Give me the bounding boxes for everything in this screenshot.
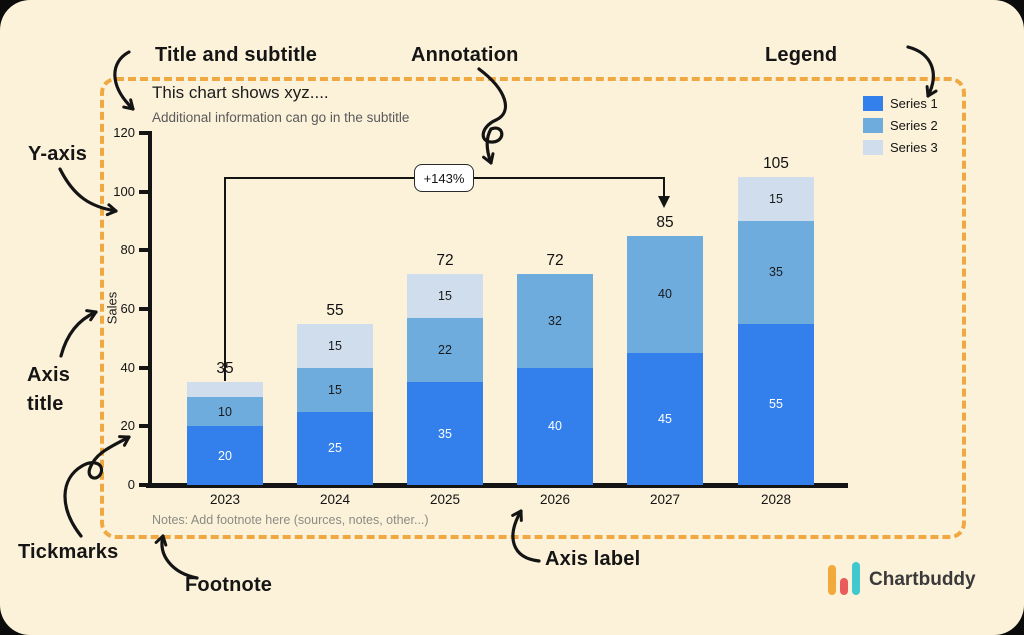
y-tick-label: 60 [120,301,135,316]
bar-total-label: 85 [656,213,674,231]
callout-y-axis: Y-axis [28,143,88,165]
annotation-box: +143% [414,164,474,192]
callout-axis-title-line1: Axis [27,364,71,386]
brand-logo-bar [852,562,860,595]
y-tick-label: 120 [113,125,135,140]
callout-tickmarks: Tickmarks [18,541,119,563]
callout-title-subtitle: Title and subtitle [155,44,318,66]
legend: Series 1 Series 2 Series 3 [863,96,938,162]
chart-subtitle: Additional information can go in the sub… [152,110,410,125]
bar-total-label: 35 [216,360,234,378]
chart-title: This chart shows xyz.... [152,83,329,102]
chart-footnote-text: Notes: Add footnote here (sources, notes… [152,513,429,527]
y-tick-label: 20 [120,418,135,434]
y-axis-line [148,131,152,487]
x-axis-category-label: 2028 [760,492,792,507]
y-tickmark [139,131,148,135]
legend-item: Series 1 [863,96,938,111]
bar-segment-value: 32 [548,313,562,328]
bar-segment: 20 [187,426,263,485]
brand-logo-bar [828,565,836,595]
callout-axis-title: Axis title [27,361,70,419]
bar-segment: 15 [297,323,373,368]
y-tickmark [139,483,148,487]
legend-swatch-icon [863,96,883,111]
bar-segment-value: 20 [218,448,232,463]
bar-segment-value: 15 [328,338,342,353]
bar-segment-value: 40 [548,419,562,434]
y-tickmark [139,365,148,370]
y-tick-label: 40 [120,359,135,375]
bar-segment-value: 35 [769,265,783,280]
bar-segment: 15 [297,367,373,412]
x-axis-category-label: 2024 [319,492,351,507]
bar-segment: 15 [738,177,814,221]
annotation-text: +143% [423,170,465,186]
y-tick-label: 80 [120,242,135,258]
y-tick-label: 0 [127,477,135,492]
bar-segment: 35 [407,382,483,485]
bar-segment-value: 45 [658,412,672,426]
callout-annotation: Annotation [411,44,519,66]
y-tick-label: 100 [113,183,135,199]
legend-label: Series 2 [890,118,938,133]
bar-segment-value: 10 [218,404,232,419]
x-axis-category-label: 2027 [649,492,681,507]
callout-axis-title-line2: title [27,393,64,415]
y-tickmark [139,248,148,253]
bar-segment: 55 [738,323,814,485]
callout-axis-label: Axis label [545,548,641,570]
y-tickmark [139,424,148,429]
x-axis-category-label: 2026 [539,492,571,507]
legend-swatch-icon [863,118,883,133]
bar-segment-value: 35 [438,426,452,441]
legend-swatch-icon [863,140,883,155]
x-axis-line [146,483,848,488]
bar-segment: 15 [407,273,483,318]
bar-segment-value: 55 [769,397,783,412]
bar-segment: 25 [297,411,373,485]
bar-segment-value: 25 [328,441,342,456]
bar-segment: 10 [187,397,263,427]
bar-segment: 45 [627,353,703,485]
bar-segment: 32 [517,273,593,368]
bar-segment-value: 15 [769,192,783,206]
bar-segment-value: 40 [658,287,672,302]
chartbuddy-logo-icon [828,562,862,596]
bar-segment: 22 [407,317,483,383]
bar-segment: 35 [738,221,814,324]
y-tickmark [139,307,148,311]
callout-footnote: Footnote [185,574,273,596]
y-tickmark [139,189,148,194]
bar-total-label: 72 [546,251,564,269]
legend-item: Series 3 [863,140,938,155]
brand-name: Chartbuddy [869,569,976,590]
x-axis-category-label: 2023 [209,492,241,507]
x-axis-category-label: 2025 [429,492,461,507]
bar-segment: 40 [517,367,593,485]
bar-segment-value: 22 [438,343,452,358]
bar-total-label: 72 [436,251,454,269]
bar-total-label: 105 [763,155,789,172]
legend-label: Series 3 [890,140,938,155]
callout-legend: Legend [765,44,838,66]
bar-segment [187,382,263,397]
legend-item: Series 2 [863,118,938,133]
bar-total-label: 55 [326,301,344,319]
bar-segment-value: 15 [438,288,452,303]
bar-segment: 40 [627,235,703,353]
bar-segment-value: 15 [328,382,342,397]
brand-logo-bar [840,578,848,595]
legend-label: Series 1 [890,96,938,111]
